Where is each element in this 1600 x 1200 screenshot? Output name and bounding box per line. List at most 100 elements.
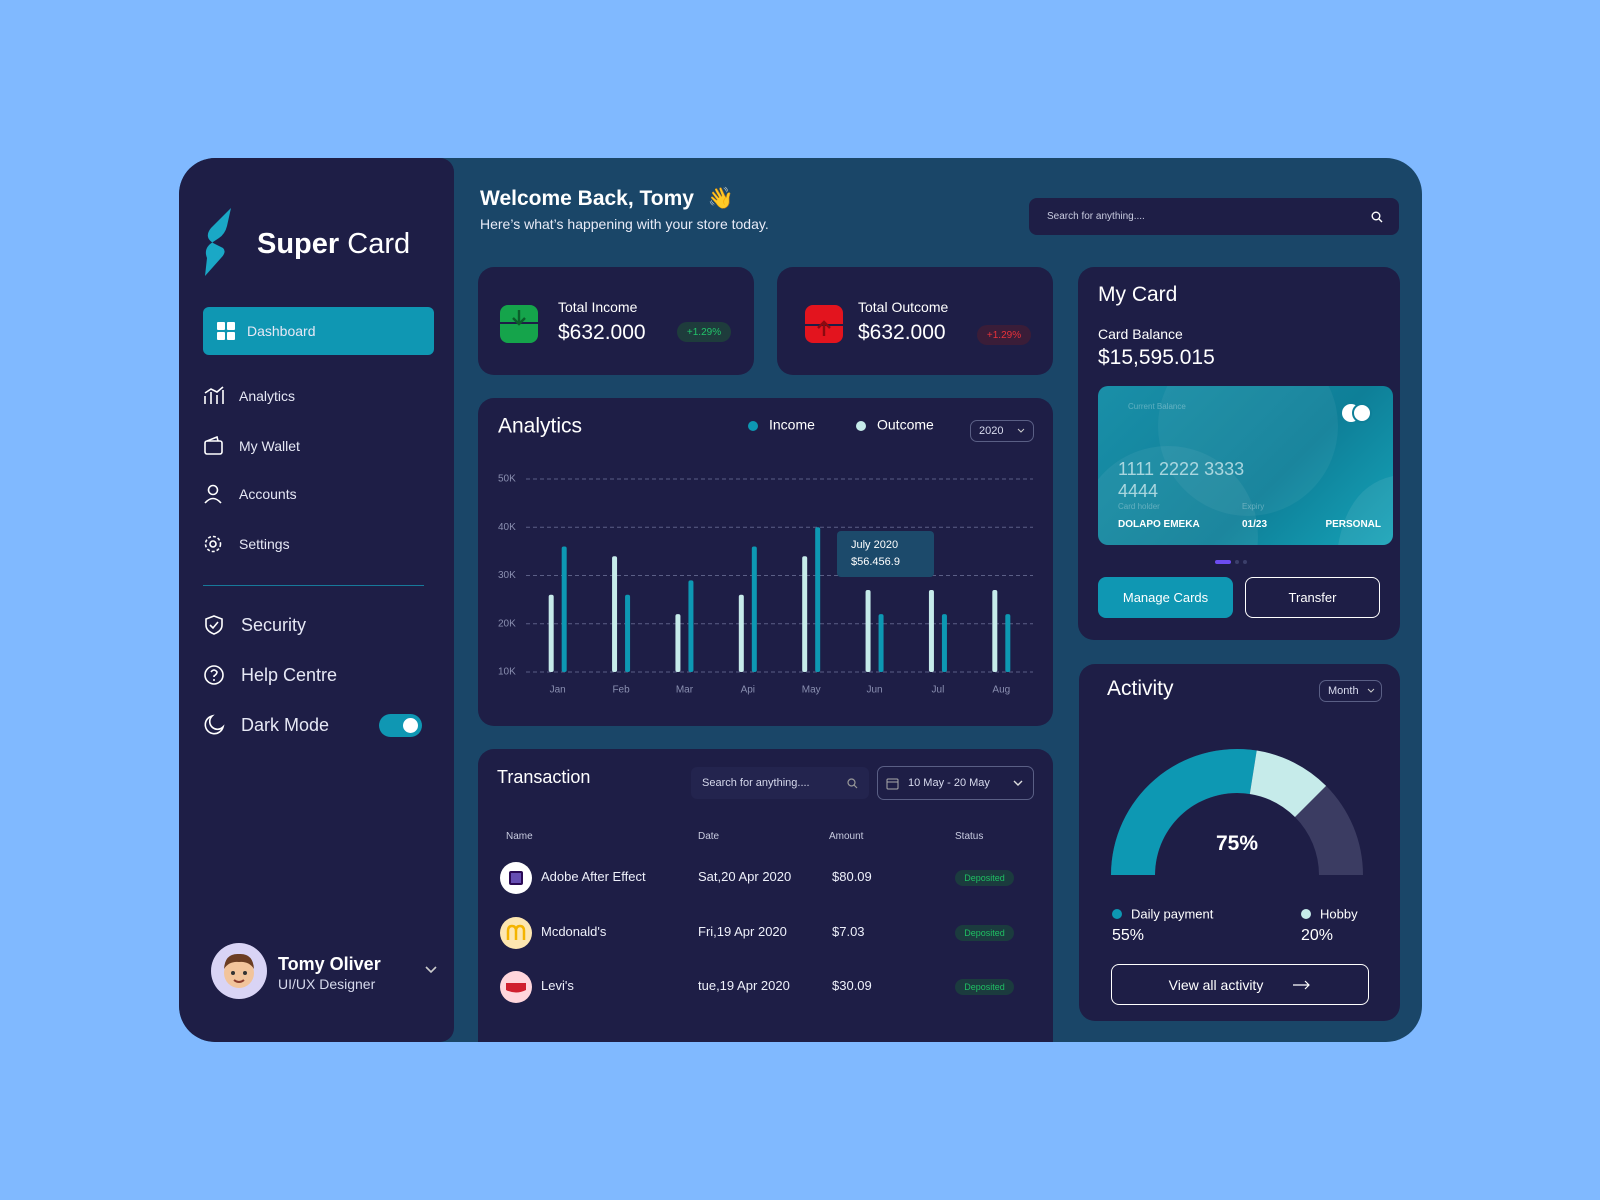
cell: Mcdonald's — [541, 924, 607, 939]
user-menu[interactable] — [424, 965, 438, 975]
y-tick-label: 50K — [498, 474, 516, 485]
y-tick-label: 30K — [498, 570, 516, 581]
nav-label: Accounts — [239, 486, 297, 502]
range: 10 May - 20 May — [908, 777, 990, 789]
logo — [205, 208, 231, 276]
gauge-center-label: 75% — [1215, 832, 1259, 855]
search-icon — [1371, 211, 1383, 222]
toggle-knob — [403, 718, 418, 733]
search-box[interactable]: Search for anything.... — [1029, 198, 1399, 235]
stat-value: $632.000 — [558, 321, 646, 344]
manage-cards-button[interactable]: Manage Cards — [1098, 577, 1233, 618]
x-tick-label: Aug — [992, 685, 1010, 696]
avatar — [211, 943, 267, 999]
card-title: My Card — [1098, 283, 1178, 306]
transaction-title: Transaction — [497, 767, 591, 787]
gauge: Daily payment 55% Hobby 20% — [1111, 749, 1363, 944]
brand: Super Card — [257, 228, 410, 261]
icon — [204, 535, 222, 553]
bar — [548, 594, 554, 672]
stat-value: $632.000 — [858, 321, 946, 344]
expiry-label: Expiry — [1242, 502, 1265, 511]
icon — [204, 714, 225, 735]
bar — [751, 546, 757, 672]
x-tick-label: Jun — [867, 685, 883, 696]
nav-label: Help Centre — [241, 664, 338, 685]
activity-panel: Daily payment 55% Hobby 20% Activity Month … — [1079, 664, 1400, 1021]
bar — [992, 589, 998, 672]
analytics-chart: Analytics 10K 20K 30K 40K 50K Jan Feb Mar Api May… — [498, 415, 1033, 696]
nav-analytics[interactable]: Analytics — [203, 386, 295, 406]
nav-dashboard[interactable]: Dashboard — [203, 307, 434, 355]
nav-label: Settings — [239, 536, 290, 552]
nav-help[interactable]: Help Centre — [203, 664, 337, 686]
dark-mode-toggle[interactable] — [379, 714, 422, 737]
gauge-segment — [1249, 750, 1327, 818]
tooltip: July 2020 $56.456.9 — [837, 531, 934, 577]
status-pill: Deposited — [955, 870, 1014, 886]
app: Super Card Dashboard Analytics My Wallet… — [179, 158, 1422, 1042]
legend-swatch — [1301, 909, 1311, 919]
icon — [217, 322, 235, 340]
carousel-dot[interactable] — [1235, 560, 1239, 564]
period-select[interactable]: Month — [1319, 680, 1382, 702]
user-name: Tomy Oliver — [278, 954, 381, 974]
nav-label: My Wallet — [239, 438, 300, 454]
cell: $30.09 — [832, 978, 872, 993]
calendar-icon — [886, 778, 899, 789]
y-tick-label: 40K — [498, 522, 516, 533]
legend-value: 55% — [1112, 927, 1144, 944]
nav-security[interactable]: Security — [203, 614, 306, 636]
nav-label: Analytics — [239, 388, 296, 404]
search-placeholder: Search for anything.... — [1047, 211, 1145, 222]
sidebar: Super Card Dashboard Analytics My Wallet… — [179, 158, 454, 1042]
chevron — [1018, 428, 1025, 433]
year-select[interactable]: 2020 — [970, 420, 1034, 442]
bar — [612, 556, 618, 672]
date-range[interactable]: 10 May - 20 May — [877, 766, 1034, 800]
column-header: Name — [506, 831, 533, 842]
merchant-logo — [500, 917, 532, 949]
button-label: View all activity — [1168, 976, 1264, 993]
bar — [625, 594, 631, 672]
expiry: 01/23 — [1242, 519, 1268, 530]
cell: Adobe After Effect — [541, 869, 646, 884]
nav-wallet[interactable]: My Wallet — [203, 436, 300, 456]
card-number: 4444 — [1118, 481, 1159, 501]
cell: Fri,19 Apr 2020 — [698, 924, 787, 939]
card-kind: PERSONAL — [1325, 519, 1381, 530]
bar — [688, 580, 694, 672]
brand-bold: Super — [257, 228, 340, 260]
status-pill: Deposited — [955, 979, 1014, 995]
x-tick-label: Jul — [932, 685, 945, 696]
transaction-panel: Transaction Search for anything.... 10 M… — [478, 749, 1053, 1042]
merchant-logo — [500, 862, 532, 894]
transaction-search[interactable]: Search for anything.... — [691, 767, 869, 799]
view-activity-button[interactable]: View all activity — [1111, 964, 1369, 1005]
x-tick-label: Jan — [550, 685, 566, 696]
column-header: Amount — [829, 831, 864, 842]
legend-swatch — [1112, 909, 1122, 919]
search-icon — [847, 777, 858, 788]
analytics-panel: Analytics 10K 20K 30K 40K 50K Jan Feb Mar Api May… — [478, 398, 1053, 726]
carousel-dot[interactable] — [1215, 560, 1231, 564]
analytics-title: Analytics — [498, 415, 582, 438]
card-pattern — [1098, 386, 1393, 545]
legend-swatch — [856, 421, 866, 431]
transfer-button[interactable]: Transfer — [1245, 577, 1380, 618]
outcome-card: Total Outcome $632.000 +1.29% — [777, 267, 1053, 375]
carousel-dot[interactable] — [1243, 560, 1247, 564]
nav-accounts[interactable]: Accounts — [203, 484, 297, 504]
nav-settings[interactable]: Settings — [203, 534, 290, 554]
stat-change: +1.29% — [677, 322, 731, 342]
nav-label: Dashboard — [247, 323, 316, 339]
stat-label: Total Income — [558, 299, 638, 315]
balance-label: Card Balance — [1098, 326, 1183, 342]
holder: DOLAPO EMEKA — [1118, 519, 1200, 530]
icon — [204, 436, 223, 455]
cell: $80.09 — [832, 869, 872, 884]
bar — [878, 614, 884, 672]
bar — [561, 546, 567, 672]
bar — [1005, 614, 1011, 672]
